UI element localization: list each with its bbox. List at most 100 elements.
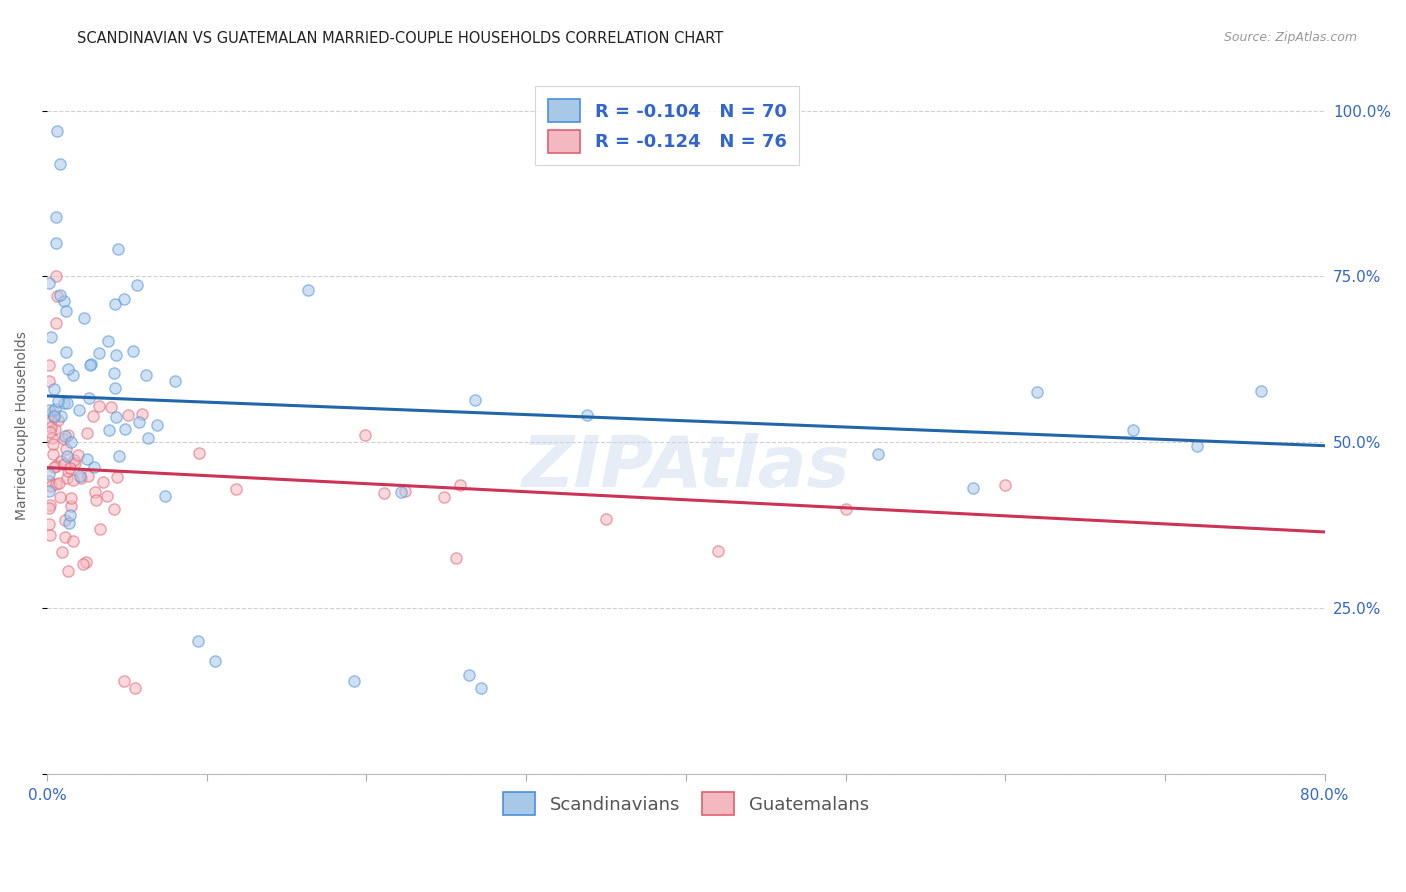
Point bbox=[45, 316, 67, 330]
Point bbox=[89, 522, 111, 536]
Text: SCANDINAVIAN VS GUATEMALAN MARRIED-COUPLE HOUSEHOLDS CORRELATION CHART: SCANDINAVIAN VS GUATEMALAN MARRIED-COUPL… bbox=[77, 31, 724, 46]
Point bbox=[38, 403, 60, 417]
Point bbox=[38, 277, 60, 291]
Point bbox=[83, 460, 105, 475]
Point bbox=[42, 459, 65, 474]
Point bbox=[470, 681, 492, 695]
Point bbox=[44, 422, 66, 436]
Point bbox=[44, 402, 66, 417]
Point bbox=[575, 409, 598, 423]
Point bbox=[58, 516, 80, 531]
Point bbox=[42, 409, 65, 423]
Point bbox=[98, 423, 121, 437]
Point bbox=[389, 484, 412, 499]
Point bbox=[53, 513, 76, 527]
Point bbox=[114, 422, 136, 436]
Point bbox=[38, 358, 60, 372]
Point bbox=[76, 469, 98, 483]
Point bbox=[69, 471, 91, 485]
Point bbox=[866, 447, 889, 461]
Point bbox=[394, 483, 416, 498]
Point bbox=[187, 446, 209, 460]
Point bbox=[55, 442, 77, 456]
Point bbox=[38, 500, 60, 515]
Point bbox=[112, 292, 135, 306]
Point bbox=[39, 425, 62, 439]
Point bbox=[62, 368, 84, 382]
Point bbox=[56, 471, 79, 485]
Point bbox=[373, 486, 395, 500]
Point bbox=[49, 490, 72, 504]
Point bbox=[153, 489, 176, 503]
Point bbox=[45, 476, 67, 491]
Point bbox=[53, 457, 76, 471]
Point bbox=[105, 470, 128, 484]
Point bbox=[39, 330, 62, 344]
Point bbox=[44, 410, 66, 425]
Point bbox=[87, 399, 110, 413]
Point bbox=[104, 381, 127, 395]
Point bbox=[91, 475, 114, 490]
Point bbox=[128, 415, 150, 429]
Point bbox=[38, 467, 60, 482]
Point bbox=[343, 674, 366, 689]
Point bbox=[834, 501, 856, 516]
Point bbox=[46, 394, 69, 409]
Point bbox=[444, 550, 467, 565]
Point bbox=[58, 427, 80, 442]
Point bbox=[1122, 423, 1144, 437]
Point bbox=[49, 157, 72, 171]
Point bbox=[53, 432, 76, 446]
Point bbox=[135, 368, 157, 382]
Point bbox=[49, 288, 72, 302]
Point bbox=[100, 401, 122, 415]
Point bbox=[56, 449, 79, 463]
Point bbox=[89, 346, 111, 360]
Point bbox=[136, 431, 159, 445]
Point bbox=[58, 362, 80, 376]
Point bbox=[38, 517, 60, 532]
Point bbox=[62, 453, 84, 467]
Point bbox=[104, 297, 127, 311]
Point bbox=[458, 667, 481, 681]
Point bbox=[297, 283, 319, 297]
Point bbox=[187, 634, 209, 648]
Point bbox=[42, 437, 65, 451]
Point bbox=[1250, 384, 1272, 399]
Point bbox=[67, 403, 90, 417]
Point bbox=[60, 434, 83, 449]
Text: ZIPAtlas: ZIPAtlas bbox=[522, 434, 851, 502]
Point bbox=[59, 460, 82, 475]
Y-axis label: Married-couple Households: Married-couple Households bbox=[15, 331, 30, 520]
Text: Source: ZipAtlas.com: Source: ZipAtlas.com bbox=[1223, 31, 1357, 45]
Point bbox=[45, 459, 67, 474]
Point bbox=[112, 674, 135, 689]
Point bbox=[125, 278, 148, 293]
Point bbox=[124, 681, 146, 695]
Point bbox=[204, 654, 226, 668]
Point bbox=[51, 454, 73, 468]
Point bbox=[42, 447, 65, 461]
Point bbox=[464, 393, 486, 408]
Point bbox=[77, 392, 100, 406]
Point bbox=[122, 343, 145, 358]
Point bbox=[105, 348, 128, 362]
Point bbox=[39, 527, 62, 541]
Point bbox=[39, 414, 62, 428]
Point bbox=[131, 407, 153, 421]
Point bbox=[65, 456, 87, 470]
Point bbox=[354, 428, 377, 442]
Point bbox=[62, 533, 84, 548]
Point bbox=[45, 210, 67, 224]
Point bbox=[707, 544, 730, 558]
Point bbox=[67, 448, 90, 462]
Legend: Scandinavians, Guatemalans: Scandinavians, Guatemalans bbox=[494, 783, 877, 824]
Point bbox=[46, 413, 69, 427]
Point bbox=[433, 490, 456, 504]
Point bbox=[449, 478, 471, 492]
Point bbox=[41, 431, 63, 445]
Point bbox=[45, 123, 67, 137]
Point bbox=[165, 374, 187, 388]
Point bbox=[103, 366, 125, 380]
Point bbox=[79, 359, 101, 373]
